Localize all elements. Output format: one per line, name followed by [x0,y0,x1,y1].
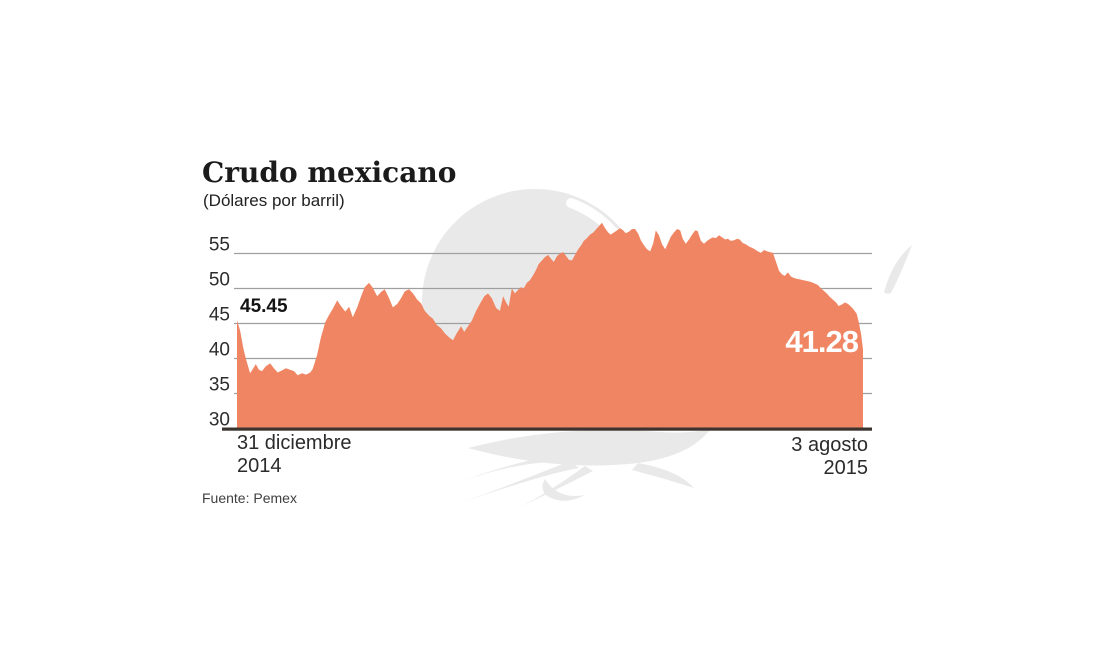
y-tick-40: 40 [209,340,230,361]
y-axis-labels: 55 50 45 40 35 30 [209,235,230,431]
x-axis-end-label: 3 agosto 2015 [670,434,868,480]
y-tick-45: 45 [209,305,230,326]
x-axis-line [222,427,872,431]
x-start-line2: 2014 [237,455,282,477]
page-title: Crudo mexicano [202,156,457,189]
y-tick-30: 30 [209,410,230,431]
start-value-label: 45.45 [240,296,288,317]
y-tick-55: 55 [209,235,230,256]
source-caption: Fuente: Pemex [202,490,297,506]
end-value-label: 41.28 [785,324,859,359]
y-tick-50: 50 [209,270,230,291]
y-tick-35: 35 [209,375,230,396]
chart-subtitle: (Dólares por barril) [203,191,345,210]
x-end-line2: 2015 [823,457,869,479]
x-start-line1: 31 diciembre [237,432,352,454]
price-area-series [237,222,863,429]
x-axis-start-label: 31 diciembre 2014 [237,432,352,478]
x-end-line1: 3 agosto [791,434,868,456]
